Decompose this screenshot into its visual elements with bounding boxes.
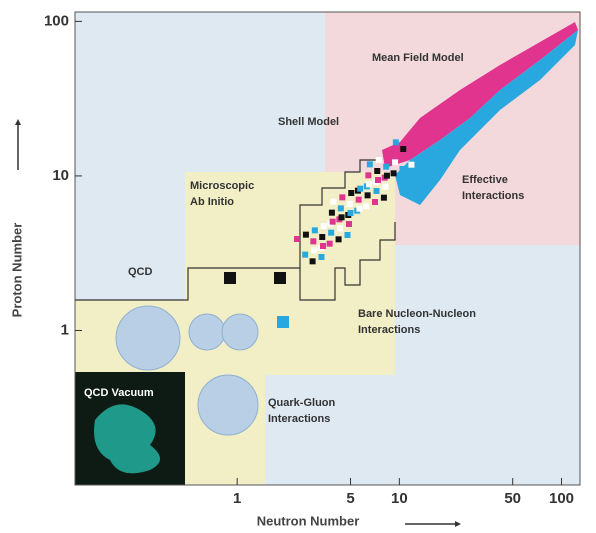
- nuclide-dot: [367, 161, 373, 167]
- y-tick-label: 100: [44, 12, 69, 29]
- nuclide-dot: [339, 214, 345, 220]
- y-tick-label: 10: [52, 167, 69, 184]
- nuclide-dot: [328, 230, 334, 236]
- annotation: Microscopic: [190, 180, 254, 192]
- nuclide-dot: [408, 162, 414, 168]
- axis-arrow-head: [15, 119, 21, 125]
- nuclide-dot: [391, 150, 397, 156]
- nuclide-dot: [400, 146, 406, 152]
- nuclide-dot: [374, 188, 380, 194]
- nucleon-circle: [116, 306, 180, 370]
- x-tick-label: 100: [549, 490, 574, 507]
- annotation: QCD: [128, 266, 153, 278]
- x-tick-label: 5: [346, 490, 354, 507]
- nuclide-dot: [303, 232, 309, 238]
- nuclide-dot: [384, 173, 390, 179]
- nuclide-dot: [321, 223, 327, 229]
- nuclide-dot: [356, 197, 362, 203]
- nuclide-dot: [339, 194, 345, 200]
- annotation: Effective: [462, 174, 508, 186]
- annotation: Ab Initio: [190, 196, 234, 208]
- nuclide-dot: [346, 221, 352, 227]
- x-tick-label: 1: [233, 490, 241, 507]
- annotation: Mean Field Model: [372, 52, 464, 64]
- nuclide-dot: [329, 210, 335, 216]
- nuclide-dot: [312, 227, 318, 233]
- annotation: Quark-Gluon: [268, 397, 336, 409]
- nuclide-dot: [381, 195, 387, 201]
- nuclide-dot: [356, 206, 362, 212]
- nuclide-dot: [383, 164, 389, 170]
- axis-arrow-head: [455, 521, 461, 527]
- nuclide-dot: [365, 172, 371, 178]
- x-tick-label: 50: [504, 490, 521, 507]
- x-tick-label: 10: [391, 490, 408, 507]
- nuclide-dot: [385, 153, 391, 159]
- nuclide-dot: [310, 238, 316, 244]
- nuclide-dot: [348, 190, 354, 196]
- nuclide-dot: [294, 236, 300, 242]
- annotation: Interactions: [358, 324, 420, 336]
- nuclide-dot: [372, 199, 378, 205]
- nuclide-dot: [330, 219, 336, 225]
- nuclide-dot: [365, 192, 371, 198]
- nuclide-dot: [366, 181, 372, 187]
- y-tick-label: 1: [61, 321, 69, 338]
- annotation: Shell Model: [278, 116, 339, 128]
- nuclide-dot: [357, 186, 363, 192]
- nuclide-dot: [311, 247, 317, 253]
- nuclide-dot: [337, 225, 343, 231]
- annotation: QCD Vacuum: [84, 387, 154, 399]
- nuclide-dot: [347, 201, 353, 207]
- nuclide-dot: [391, 170, 397, 176]
- nuclide-dot: [320, 243, 326, 249]
- annotation: Interactions: [462, 190, 524, 202]
- nuclide-square: [274, 272, 286, 284]
- annotation: Bare Nucleon-Nucleon: [358, 308, 476, 320]
- nuclide-dot: [319, 254, 325, 260]
- nuclide-dot: [310, 258, 316, 264]
- nuclide-square: [224, 272, 236, 284]
- nuclide-dot: [392, 159, 398, 165]
- nuclide-dot: [374, 168, 380, 174]
- nuclide-dot: [375, 177, 381, 183]
- nuclide-dot: [319, 234, 325, 240]
- nuclide-dot: [376, 157, 382, 163]
- chart: Mean Field Model Shell Model Microscopic…: [0, 0, 596, 533]
- nuclide-dot: [327, 241, 333, 247]
- nuclide-dot: [336, 236, 342, 242]
- nuclide-dot: [400, 166, 406, 172]
- nuclide-dot: [345, 232, 351, 238]
- nuclide-dot: [338, 205, 344, 211]
- nuclide-dot: [302, 252, 308, 258]
- nuclide-dot: [382, 184, 388, 190]
- nuclide-dot: [330, 199, 336, 205]
- nuclide-dot: [393, 139, 399, 145]
- nucleon-circle: [222, 314, 258, 350]
- x-axis-title: Neutron Number: [257, 513, 360, 528]
- nuclide-dot: [348, 210, 354, 216]
- nucleon-circle: [198, 375, 258, 435]
- nuclide-dot: [363, 203, 369, 209]
- annotation: Interactions: [268, 413, 330, 425]
- nuclide-square: [277, 316, 289, 328]
- y-axis-title: Proton Number: [9, 223, 24, 318]
- nucleon-circle: [189, 314, 225, 350]
